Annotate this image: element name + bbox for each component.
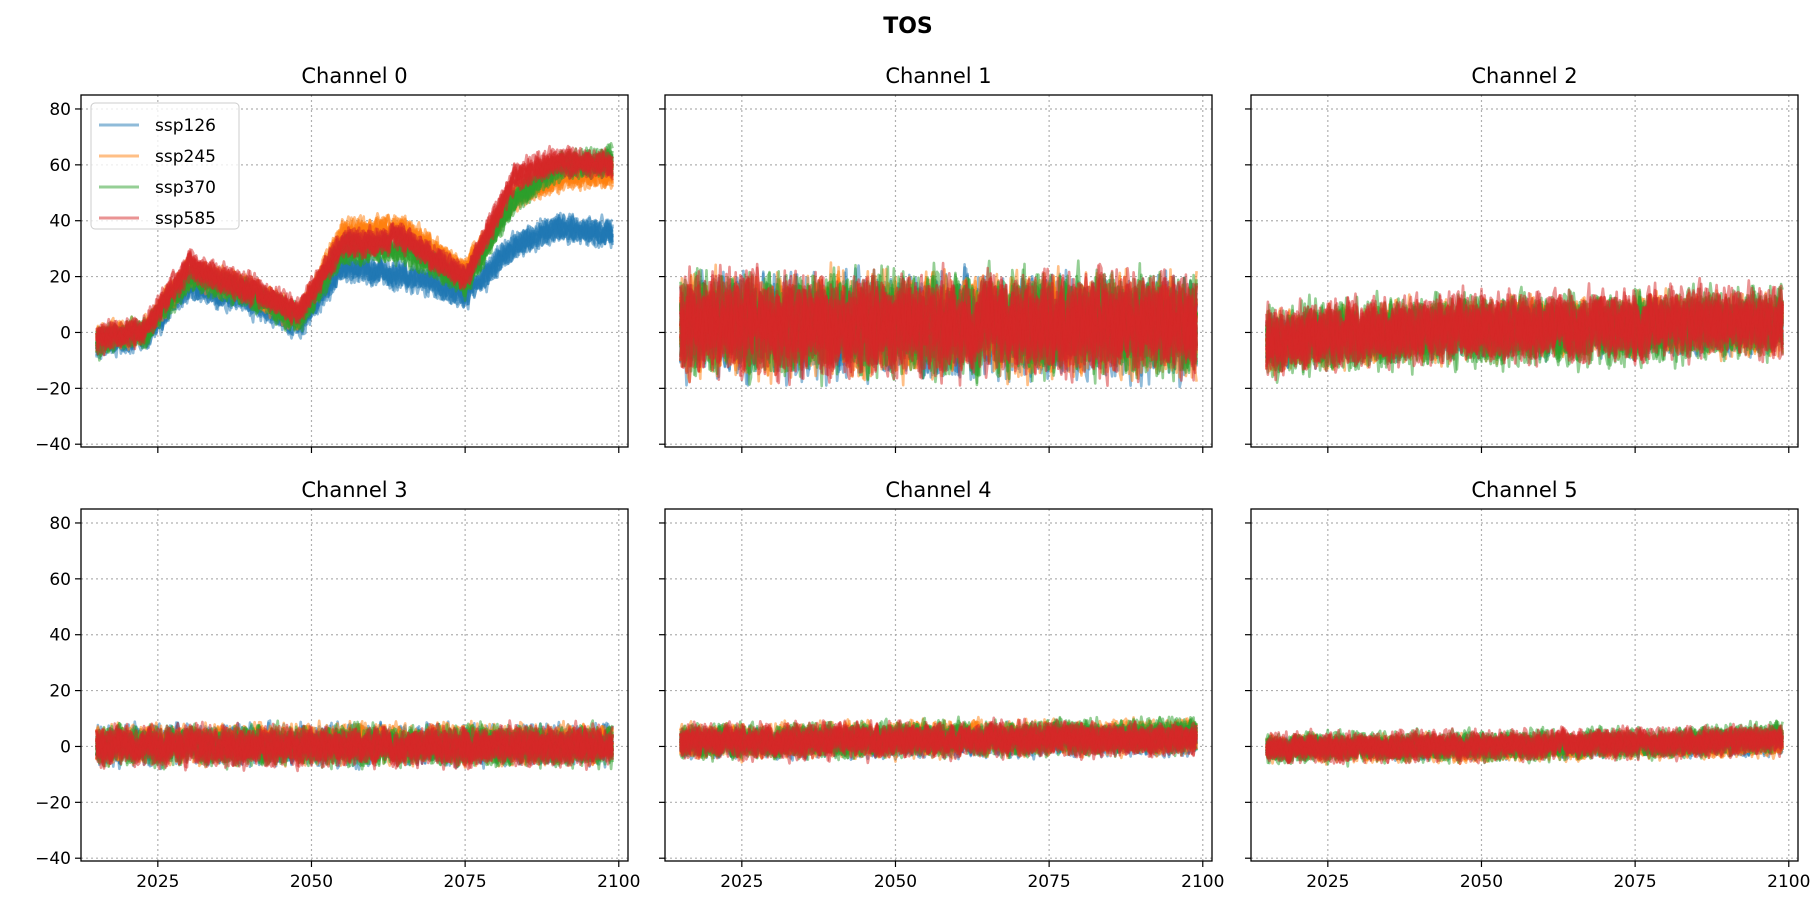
- x-tick-label: 2100: [1767, 872, 1810, 892]
- axes-frame: [1250, 94, 1799, 448]
- y-tick-label: 60: [49, 156, 71, 176]
- series-line-ssp585: [1265, 724, 1784, 761]
- x-tick-label: 2100: [1181, 872, 1224, 892]
- series-line-ssp585: [95, 147, 614, 345]
- figure-title: TOS: [883, 14, 933, 39]
- y-tick-label: 60: [49, 570, 71, 590]
- series-line-ssp585: [95, 723, 614, 768]
- subplot-title: Channel 3: [301, 478, 407, 502]
- x-tick-label: 2075: [443, 872, 486, 892]
- y-tick-label: 0: [60, 737, 71, 757]
- x-tick-label: 2075: [1027, 872, 1070, 892]
- x-tick-label: 2075: [1613, 872, 1656, 892]
- legend-box: [90, 102, 240, 230]
- subplot-3: Channel 3 2025 2050 2075 2100 −40 −20 0 20 40 60 80: [35, 478, 640, 892]
- subplot-title: Channel 1: [885, 64, 991, 88]
- series-group: [1265, 719, 1784, 768]
- x-tick-label: 2050: [874, 872, 917, 892]
- y-tick-label: 20: [49, 682, 71, 702]
- x-tick-label: 2050: [290, 872, 333, 892]
- x-tick-label: 2050: [1460, 872, 1503, 892]
- series-line-ssp585: [679, 719, 1198, 761]
- legend-label-ssp245: ssp245: [155, 147, 216, 167]
- x-tick-label: 2025: [1306, 872, 1349, 892]
- legend-label-ssp370: ssp370: [155, 178, 216, 198]
- y-tick-label: 40: [49, 212, 71, 232]
- axes-frame: [664, 94, 1213, 448]
- series-line-ssp585: [1265, 287, 1784, 377]
- subplot-1: Channel 1: [659, 64, 1213, 453]
- subplot-0: Channel 0 −40 −20 0 20 40 60 80 ssp126 ssp245 ssp3…: [35, 64, 629, 455]
- subplot-title: Channel 4: [885, 478, 991, 502]
- series-line-ssp126: [95, 211, 614, 358]
- series-group: [1265, 276, 1784, 384]
- series-group: [679, 259, 1198, 389]
- y-tick-label: −20: [35, 793, 71, 813]
- y-tick-label: 80: [49, 100, 71, 120]
- y-tick-label: 80: [49, 514, 71, 534]
- subplot-4: Channel 4 2025 2050 2075 2100: [659, 478, 1224, 892]
- subplot-2: Channel 2: [1245, 64, 1799, 453]
- series-group: [679, 715, 1198, 765]
- series-line-ssp585: [679, 720, 1198, 763]
- series-group: [95, 142, 614, 362]
- legend-label-ssp126: ssp126: [155, 116, 216, 136]
- subplot-title: Channel 0: [301, 64, 407, 88]
- series-line-ssp585: [1265, 725, 1784, 765]
- y-tick-label: 0: [60, 323, 71, 343]
- subplot-5: Channel 5 2025 2050 2075 2100: [1245, 478, 1810, 892]
- axes-frame: [80, 508, 629, 862]
- y-tick-label: −20: [35, 379, 71, 399]
- axes-frame: [1250, 508, 1799, 862]
- axes-frame: [80, 94, 629, 448]
- subplot-title: Channel 2: [1471, 64, 1577, 88]
- x-tick-label: 2100: [597, 872, 640, 892]
- x-tick-label: 2025: [720, 872, 763, 892]
- y-tick-label: −40: [35, 849, 71, 869]
- x-tick-label: 2025: [136, 872, 179, 892]
- y-tick-label: 20: [49, 268, 71, 288]
- axes-frame: [664, 508, 1213, 862]
- y-tick-label: 40: [49, 626, 71, 646]
- series-line-ssp585: [679, 270, 1198, 384]
- y-tick-label: −40: [35, 435, 71, 455]
- legend-label-ssp585: ssp585: [155, 209, 216, 229]
- subplot-title: Channel 5: [1471, 478, 1577, 502]
- series-group: [95, 719, 614, 773]
- legend: ssp126 ssp245 ssp370 ssp585: [90, 102, 240, 230]
- series-line-ssp585: [679, 265, 1198, 382]
